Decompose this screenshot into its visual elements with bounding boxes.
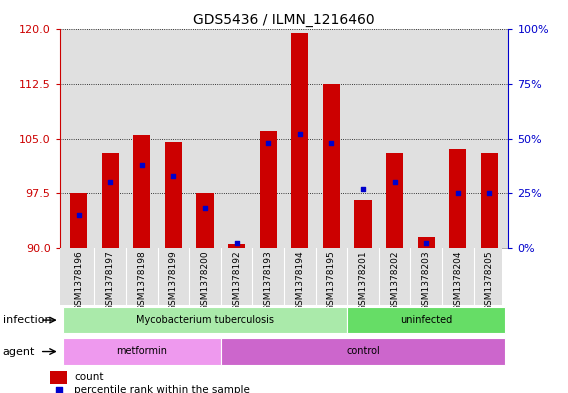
Text: GSM1378197: GSM1378197 xyxy=(106,250,115,311)
Bar xyxy=(221,338,505,365)
Point xyxy=(201,205,210,211)
Text: GSM1378192: GSM1378192 xyxy=(232,250,241,311)
Text: GSM1378199: GSM1378199 xyxy=(169,250,178,311)
Bar xyxy=(291,33,308,248)
Point xyxy=(485,190,494,196)
Bar xyxy=(386,153,403,248)
Bar xyxy=(197,193,214,248)
Point xyxy=(453,190,462,196)
Bar xyxy=(323,84,340,248)
Point xyxy=(358,185,367,192)
Text: GSM1378194: GSM1378194 xyxy=(295,250,304,311)
Text: GSM1378203: GSM1378203 xyxy=(421,250,431,311)
Point xyxy=(232,240,241,246)
Point xyxy=(295,131,304,137)
Text: agent: agent xyxy=(3,347,35,356)
Bar xyxy=(347,307,505,333)
Text: metformin: metformin xyxy=(116,346,168,356)
Point xyxy=(54,387,63,393)
Text: Mycobacterium tuberculosis: Mycobacterium tuberculosis xyxy=(136,314,274,325)
Title: GDS5436 / ILMN_1216460: GDS5436 / ILMN_1216460 xyxy=(193,13,375,27)
Text: GSM1378205: GSM1378205 xyxy=(485,250,494,311)
Text: infection: infection xyxy=(3,315,52,325)
Text: GSM1378202: GSM1378202 xyxy=(390,250,399,311)
Bar xyxy=(481,153,498,248)
Bar xyxy=(228,244,245,248)
Point xyxy=(169,173,178,179)
Bar xyxy=(70,193,87,248)
Text: GSM1378204: GSM1378204 xyxy=(453,250,462,311)
Bar xyxy=(449,149,466,248)
Bar xyxy=(63,307,347,333)
Point xyxy=(390,179,399,185)
Point xyxy=(74,212,83,218)
Bar xyxy=(51,371,67,384)
Text: control: control xyxy=(346,346,380,356)
Bar xyxy=(354,200,371,248)
Point xyxy=(137,162,147,168)
Bar xyxy=(102,153,119,248)
Point xyxy=(421,240,431,246)
Bar xyxy=(165,142,182,248)
Text: GSM1378200: GSM1378200 xyxy=(201,250,210,311)
Text: count: count xyxy=(74,372,104,382)
Bar xyxy=(133,135,151,248)
Bar xyxy=(260,131,277,248)
Point xyxy=(264,140,273,146)
Text: uninfected: uninfected xyxy=(400,314,452,325)
Text: GSM1378196: GSM1378196 xyxy=(74,250,83,311)
Text: GSM1378198: GSM1378198 xyxy=(137,250,147,311)
Text: GSM1378201: GSM1378201 xyxy=(358,250,367,311)
Text: percentile rank within the sample: percentile rank within the sample xyxy=(74,385,250,393)
Bar xyxy=(63,338,221,365)
Bar xyxy=(417,237,435,248)
Point xyxy=(106,179,115,185)
Text: GSM1378193: GSM1378193 xyxy=(264,250,273,311)
Text: GSM1378195: GSM1378195 xyxy=(327,250,336,311)
Point xyxy=(327,140,336,146)
